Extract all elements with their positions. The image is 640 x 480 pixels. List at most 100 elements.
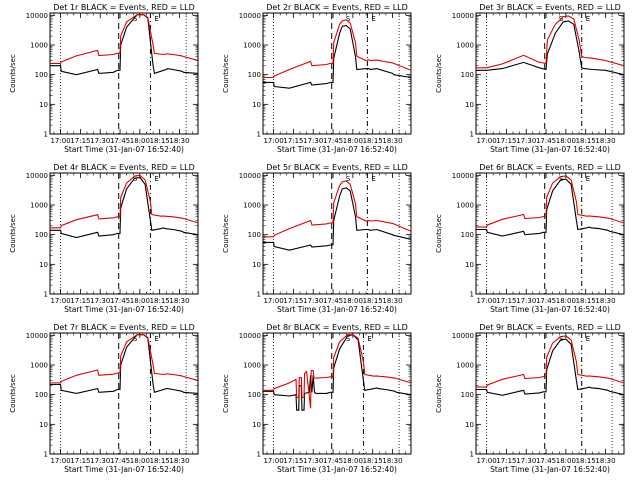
x-tick-label: 17:00 [476,457,496,465]
x-tick-label: 17:00 [476,297,496,305]
x-tick-label: 18:30 [595,457,615,465]
x-tick-label: 17:00 [263,137,283,145]
panel-det-8: Det 8r BLACK = Events, RED = LLD 1 10 100 10… [222,323,412,474]
y-tick-label: 1 [44,451,48,459]
y-tick-label: 1 [470,451,474,459]
y-tick-label: 100 [248,231,261,239]
y-tick-label: 1000 [30,362,48,370]
y-tick-label: 10 [465,261,474,269]
x-tick-label: 18:30 [595,137,615,145]
x-tick-label: 17:15 [496,137,516,145]
y-tick-label: 10000 [239,172,261,180]
y-tick-label: 1000 [456,202,474,210]
x-tick-label: 17:15 [70,297,90,305]
y-axis-label: Counts/sec [435,54,443,93]
y-tick-label: 1000 [243,362,261,370]
x-tick-label: 17:30 [516,457,536,465]
series-events-line [50,176,198,239]
y-axis-label: Counts/sec [9,54,17,93]
series-events-line [476,178,624,237]
y-tick-label: 1 [257,451,261,459]
x-axis-label: Start Time (31-Jan-07 16:52:40) [277,465,397,474]
y-tick-label: 10 [39,101,48,109]
x-tick-label: 17:15 [496,457,516,465]
series-events-line [476,338,624,396]
plot-frame [262,12,412,135]
x-tick-label: 17:30 [516,137,536,145]
plot-frame [49,332,199,455]
y-tick-label: 10 [465,101,474,109]
x-tick-label: 17:15 [283,297,303,305]
x-tick-label: 18:00 [556,297,576,305]
x-tick-label: 17:30 [303,297,323,305]
x-tick-label: 18:00 [130,297,150,305]
x-tick-label: 18:00 [556,137,576,145]
x-tick-label: 18:15 [363,137,383,145]
x-tick-label: 17:15 [496,297,516,305]
series-lld-line [50,174,198,229]
x-tick-label: 17:15 [70,457,90,465]
y-tick-label: 100 [35,71,48,79]
end-marker: E [371,15,375,23]
x-tick-label: 17:00 [50,137,70,145]
x-tick-label: 17:45 [323,137,343,145]
panel-title: Det 2r BLACK = Events, RED = LLD [266,3,408,12]
x-tick-label: 17:30 [90,297,110,305]
x-tick-label: 17:45 [323,457,343,465]
x-tick-label: 18:30 [169,297,189,305]
panel-title: Det 1r BLACK = Events, RED = LLD [53,3,195,12]
start-marker: S [559,335,564,343]
y-tick-label: 1 [470,131,474,139]
x-tick-label: 17:45 [110,457,130,465]
x-tick-label: 18:15 [576,297,596,305]
y-tick-label: 10000 [26,172,48,180]
x-tick-label: 17:00 [50,297,70,305]
y-tick-label: 1 [44,131,48,139]
x-tick-label: 18:15 [576,137,596,145]
plot-frame [49,172,199,295]
panel-title: Det 3r BLACK = Events, RED = LLD [479,3,621,12]
panel-det-6: Det 6r BLACK = Events, RED = LLD 1 10 100 10… [435,163,625,314]
plot-frame [49,12,199,135]
start-marker: S [346,335,351,343]
y-tick-label: 10 [39,421,48,429]
panel-title: Det 7r BLACK = Events, RED = LLD [53,323,195,332]
y-tick-label: 100 [461,391,474,399]
series-lld-line [50,334,198,384]
x-tick-label: 18:00 [556,457,576,465]
x-tick-label: 18:30 [382,137,402,145]
y-tick-label: 1 [470,291,474,299]
series-lld-line [263,180,411,238]
series-events-line [263,334,411,411]
end-marker: E [586,15,590,23]
y-tick-label: 100 [461,71,474,79]
series-events-line [476,20,624,76]
x-tick-label: 18:00 [130,457,150,465]
series-events-line [263,187,411,251]
y-tick-label: 10000 [452,332,474,340]
series-events-line [50,14,198,76]
y-tick-label: 100 [35,391,48,399]
end-marker: E [371,175,375,183]
y-tick-label: 1 [44,291,48,299]
x-tick-label: 18:00 [343,457,363,465]
x-axis-label: Start Time (31-Jan-07 16:52:40) [490,465,610,474]
panel-det-4: Det 4r BLACK = Events, RED = LLD 1 10 100 10… [9,163,199,314]
series-lld-line [476,175,624,228]
panel-title: Det 4r BLACK = Events, RED = LLD [53,163,195,172]
y-tick-label: 10 [465,421,474,429]
x-tick-label: 17:00 [50,457,70,465]
y-tick-label: 10 [39,261,48,269]
x-axis-label: Start Time (31-Jan-07 16:52:40) [490,145,610,154]
y-tick-label: 1000 [30,202,48,210]
series-lld-line [263,334,411,409]
y-tick-label: 10000 [452,172,474,180]
x-tick-label: 18:15 [150,297,170,305]
panel-det-9: Det 9r BLACK = Events, RED = LLD 1 10 100 10… [435,323,625,474]
series-lld-line [50,14,198,64]
y-tick-label: 10 [252,261,261,269]
series-lld-line [476,335,624,388]
x-tick-label: 17:30 [90,137,110,145]
x-tick-label: 18:15 [150,137,170,145]
